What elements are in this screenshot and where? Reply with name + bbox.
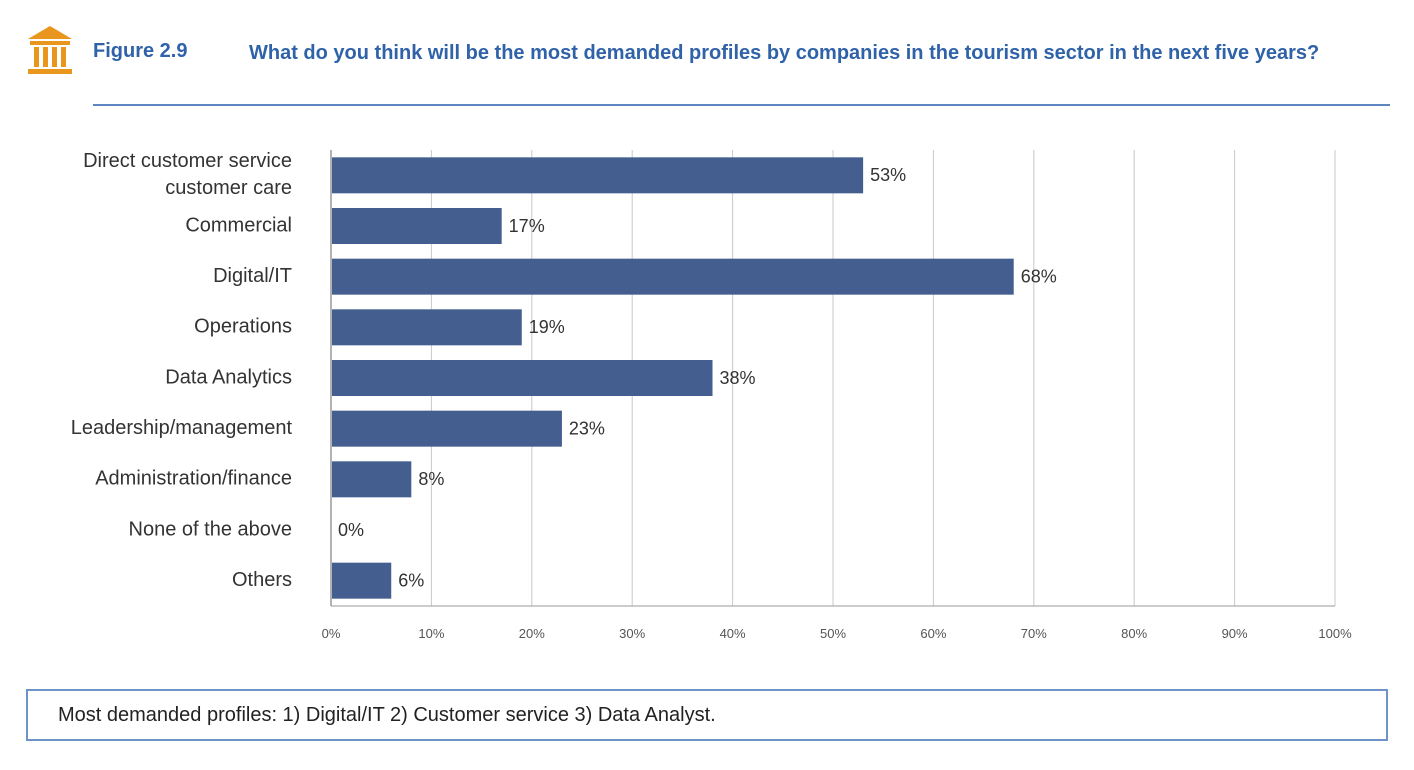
bar xyxy=(332,157,864,194)
category-label: None of the above xyxy=(129,518,292,540)
grid-lines xyxy=(330,150,1336,607)
x-tick-label: 100% xyxy=(1318,626,1352,641)
data-labels: 53% 17% 68% 19% 38% 23% 8% 0% 6% xyxy=(338,165,1057,590)
data-label: 0% xyxy=(338,520,364,540)
bar xyxy=(332,360,713,396)
data-label: 6% xyxy=(398,570,424,590)
header-divider xyxy=(93,104,1390,106)
x-tick-label: 80% xyxy=(1121,626,1147,641)
x-axis-ticks: 0% 10% 20% 30% 40% 50% 60% 70% 80% 90% 100% xyxy=(322,626,1352,641)
data-label: 53% xyxy=(870,165,906,185)
bar xyxy=(332,309,522,346)
category-label: Others xyxy=(232,569,292,591)
data-label: 17% xyxy=(509,216,545,236)
category-label: Direct customer service xyxy=(83,150,292,172)
summary-note-box: Most demanded profiles: 1) Digital/IT 2)… xyxy=(26,689,1388,741)
category-label: Data Analytics xyxy=(165,366,292,388)
bar xyxy=(332,208,502,244)
category-label: Commercial xyxy=(185,214,292,236)
data-label: 23% xyxy=(569,418,605,438)
category-labels: Direct customer service customer care Comm… xyxy=(71,150,293,591)
bar-chart: Direct customer service customer care Comm… xyxy=(71,150,1352,641)
summary-note-text: Most demanded profiles: 1) Digital/IT 2)… xyxy=(58,704,716,726)
data-label: 38% xyxy=(720,368,756,388)
category-label: Digital/IT xyxy=(213,265,292,287)
bar xyxy=(332,410,562,447)
x-tick-label: 50% xyxy=(820,626,846,641)
x-tick-label: 30% xyxy=(619,626,645,641)
category-label: Administration/finance xyxy=(95,468,292,490)
bar xyxy=(332,461,412,498)
x-tick-label: 20% xyxy=(519,626,545,641)
category-label: customer care xyxy=(165,177,292,199)
x-tick-label: 70% xyxy=(1021,626,1047,641)
x-tick-label: 10% xyxy=(418,626,444,641)
x-tick-label: 90% xyxy=(1222,626,1248,641)
x-tick-label: 60% xyxy=(920,626,946,641)
category-label: Leadership/management xyxy=(71,417,293,439)
figure-title: What do you think will be the most deman… xyxy=(249,42,1320,64)
figure-header: Figure 2.9 What do you think will be the… xyxy=(0,0,1414,110)
bar xyxy=(332,562,392,599)
x-tick-label: 0% xyxy=(322,626,341,641)
data-label: 68% xyxy=(1021,266,1057,286)
data-label: 19% xyxy=(529,317,565,337)
bars xyxy=(332,157,1014,599)
museum-columns-icon xyxy=(28,26,72,74)
x-tick-label: 40% xyxy=(720,626,746,641)
category-label: Operations xyxy=(194,316,292,338)
figure-number: Figure 2.9 xyxy=(93,40,188,62)
bar xyxy=(332,258,1014,295)
data-label: 8% xyxy=(418,469,444,489)
